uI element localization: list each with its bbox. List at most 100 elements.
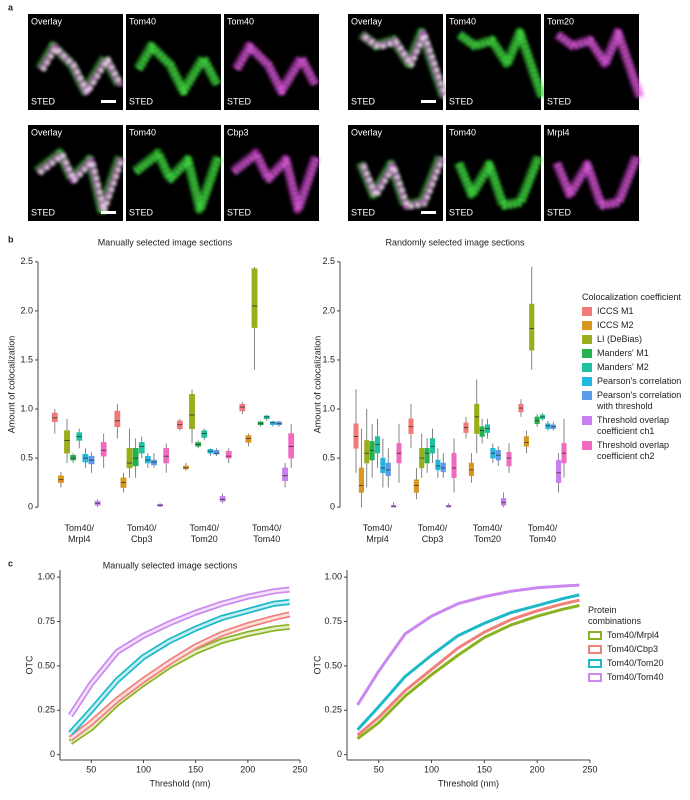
legend-swatch (582, 441, 592, 450)
x-tick-label: Tom40/ Tom40 (251, 523, 282, 544)
scale-bar (101, 211, 116, 214)
x-tick-label: 150 (188, 764, 203, 774)
legend-swatch (582, 377, 592, 386)
y-axis-label: Amount of colocalization (312, 336, 322, 434)
box (523, 436, 529, 447)
legend-entry: Pearson's correlation (582, 376, 688, 387)
image: Overlay STED (28, 125, 125, 221)
x-tick-label: 200 (530, 764, 545, 774)
legend-swatch (588, 659, 602, 668)
image-label: Overlay (351, 16, 383, 26)
image-label: Overlay (351, 127, 383, 137)
legend-label: Tom40/Cbp3 (607, 644, 659, 654)
legend-swatch (588, 645, 602, 654)
band-inner (69, 600, 290, 735)
image-structure (230, 148, 320, 214)
box (219, 496, 226, 502)
x-tick-label: Tom40/ Tom20 (472, 523, 503, 544)
band-inner (69, 588, 290, 717)
legend-swatch (582, 416, 592, 425)
box (138, 442, 145, 454)
y-axis-label: Amount of colocalization (6, 336, 16, 434)
box (58, 475, 64, 483)
image-structure (134, 150, 223, 214)
scale-bar (101, 100, 116, 103)
image-label: Tom40 (129, 16, 156, 26)
image: Overlay STED (28, 14, 124, 110)
image-label: Tom20 (547, 16, 574, 26)
legend-swatch (588, 631, 602, 640)
box (114, 410, 121, 427)
panel-label: a (8, 2, 14, 12)
image-structure (132, 148, 222, 214)
legend-swatch (582, 363, 592, 372)
box (282, 467, 288, 481)
box (183, 465, 189, 470)
box (269, 421, 276, 425)
x-tick-label: 150 (477, 764, 492, 774)
legend: Colocalization coefficient ICCS M1 ICCS M2… (582, 292, 688, 462)
image-label: Tom40 (449, 127, 476, 137)
image: Tom40 STED (126, 125, 223, 221)
image: Overlay STED (348, 125, 446, 221)
y-tick-label: 1.0 (20, 403, 33, 413)
image-label: Tom40 (227, 16, 254, 26)
legend-entry: Threshold overlap coefficient ch2 (582, 440, 688, 462)
image-structure (136, 43, 221, 96)
box (479, 426, 485, 437)
box (225, 450, 232, 459)
image-modality: STED (351, 96, 376, 106)
legend-swatch (582, 349, 592, 358)
x-axis-label: Threshold (nm) (149, 778, 210, 788)
image: Tom40 STED (224, 14, 319, 110)
scale-bar (421, 211, 436, 214)
x-tick-label: Tom40/ Tom40 (527, 523, 558, 544)
legend-label: Threshold overlap coefficient ch1 (597, 415, 670, 436)
box (276, 421, 282, 425)
legend-entry: ICCS M2 (582, 320, 688, 331)
scale-bar (421, 100, 436, 103)
box (413, 479, 419, 493)
legend-swatch (582, 391, 592, 400)
x-tick-label: 100 (136, 764, 151, 774)
y-tick-label: 0 (337, 749, 342, 759)
image-structure (556, 30, 645, 100)
x-tick-label: Tom40/ Tom20 (189, 523, 219, 544)
box (163, 448, 170, 464)
box (424, 448, 430, 464)
legend-entry: Tom40/Tom20 (588, 658, 688, 669)
image-modality: STED (31, 96, 56, 106)
legend-entry: LI (DeBias) (582, 334, 688, 345)
legend-entry: Tom40/Mrpl4 (588, 630, 688, 641)
line (356, 583, 580, 706)
box (151, 459, 157, 466)
legend-swatch (582, 321, 592, 330)
box (529, 303, 535, 351)
y-tick-label: 2.5 (20, 256, 33, 266)
image-label: Tom40 (449, 16, 476, 26)
legend-label: LI (DeBias) (597, 334, 643, 344)
x-tick-label: 250 (292, 764, 307, 774)
image-label: Cbp3 (227, 127, 249, 137)
legend-entry: Manders' M2 (582, 362, 688, 373)
image-structure (360, 30, 449, 100)
y-tick-label: 1.5 (20, 354, 33, 364)
image-structure (232, 150, 321, 214)
box (358, 467, 364, 493)
legend-label: Pearson's correlation with threshold (597, 390, 682, 411)
box (51, 412, 58, 423)
box (70, 454, 77, 461)
image-structure (456, 156, 543, 210)
image-structure (234, 43, 319, 96)
line (68, 623, 290, 745)
x-tick-label: 50 (86, 764, 96, 774)
box (506, 451, 512, 467)
box (245, 435, 252, 443)
image-structure (362, 32, 449, 100)
box (251, 268, 258, 328)
line (356, 604, 580, 740)
y-tick-label: 0.50 (324, 660, 342, 670)
y-tick-label: 0.5 (322, 452, 335, 462)
y-tick-label: 0 (50, 749, 55, 759)
legend-entry: Tom40/Tom40 (588, 672, 688, 683)
